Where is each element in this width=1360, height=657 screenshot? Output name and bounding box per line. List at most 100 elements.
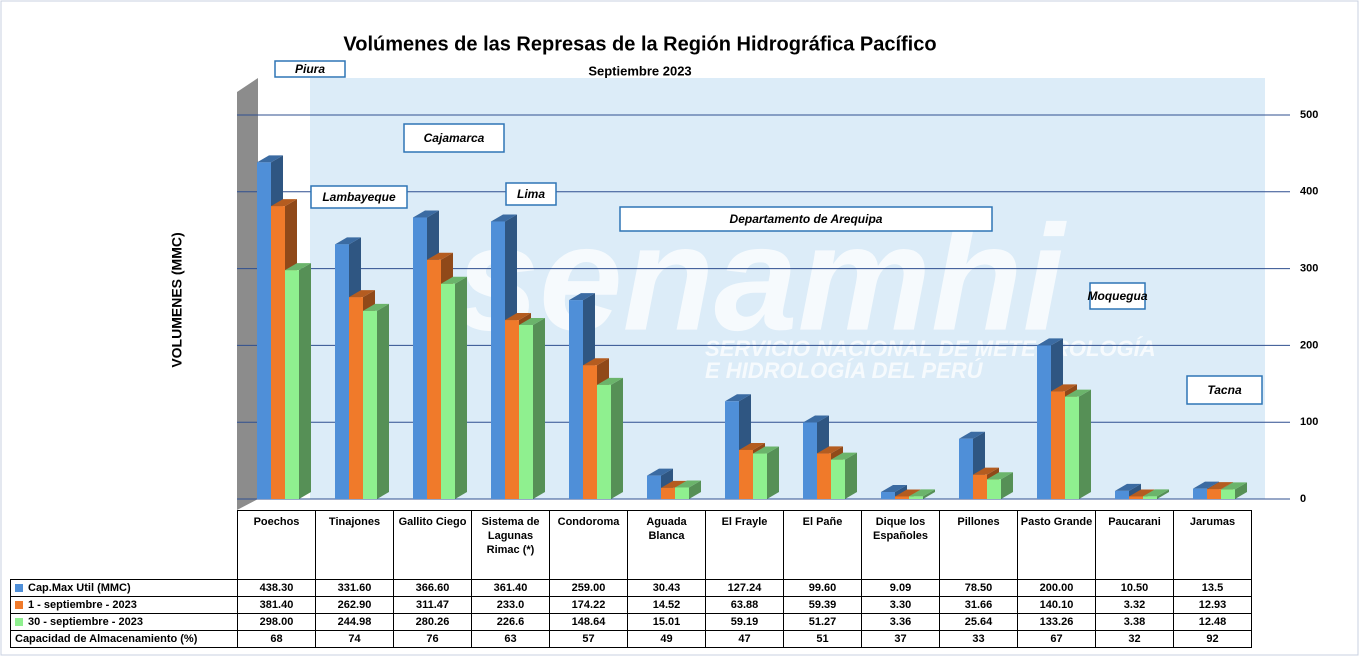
- capacity-cell: 92: [1173, 630, 1252, 648]
- header-row: Poechos Tinajones Gallito Ciego Sistema de …: [11, 510, 1252, 580]
- value-cell: 51.27: [783, 613, 862, 631]
- capacity-cell: 63: [471, 630, 550, 648]
- category-label: Condoroma: [549, 510, 628, 580]
- bar: [597, 384, 611, 499]
- bar: [661, 487, 675, 499]
- value-cell: 438.30: [237, 579, 316, 597]
- value-cell: 259.00: [549, 579, 628, 597]
- bar-side: [923, 489, 935, 499]
- blank-cell: [11, 511, 238, 580]
- value-cell: 233.0: [471, 596, 550, 614]
- legend-swatch: [15, 601, 23, 610]
- bar: [1207, 489, 1221, 499]
- bar-top: [1221, 482, 1247, 490]
- capacity-cell: 49: [627, 630, 706, 648]
- value-cell: 148.64: [549, 613, 628, 631]
- bar: [1193, 488, 1207, 499]
- value-cell: 15.01: [627, 613, 706, 631]
- legend-entry: 30 - septiembre - 2023: [10, 613, 238, 631]
- annotation-box: [1089, 282, 1146, 310]
- value-cell: 280.26: [393, 613, 472, 631]
- legend-swatch: [15, 584, 23, 593]
- annotation-box: [274, 60, 346, 78]
- bar: [647, 475, 661, 499]
- annotation: Lambayeque: [322, 190, 396, 204]
- bar-top: [413, 210, 439, 218]
- bar: [427, 259, 441, 499]
- bar: [363, 310, 377, 499]
- bar: [739, 449, 753, 499]
- bar-top: [1051, 384, 1077, 392]
- value-cell: 200.00: [1017, 579, 1096, 597]
- value-cell: 3.38: [1095, 613, 1174, 631]
- bar: [753, 453, 767, 499]
- bar-side: [1235, 482, 1247, 499]
- value-cell: 99.60: [783, 579, 862, 597]
- bar-top: [441, 276, 467, 284]
- bar-top: [803, 415, 829, 423]
- bar: [1037, 345, 1051, 499]
- bar: [1143, 496, 1157, 499]
- value-cell: 133.26: [1017, 613, 1096, 631]
- capacity-cell: 47: [705, 630, 784, 648]
- value-cell: 9.09: [861, 579, 940, 597]
- capacity-cell: 51: [783, 630, 862, 648]
- bar: [725, 401, 739, 499]
- bar-side: [767, 446, 779, 499]
- value-cell: 25.64: [939, 613, 1018, 631]
- chart-title: Volúmenes de las Represas de la Región H…: [343, 33, 936, 55]
- y-tick-label: 200: [1300, 339, 1318, 351]
- annotation-box: [403, 123, 505, 153]
- bar: [271, 206, 285, 500]
- annotation: Cajamarca: [424, 131, 485, 145]
- bar-top: [1129, 489, 1155, 497]
- bar-side: [689, 480, 701, 499]
- legend-entry: 1 - septiembre - 2023: [10, 596, 238, 614]
- bar-side: [455, 276, 467, 499]
- y-axis-title: VOLUMENES (MMC): [169, 232, 185, 367]
- category-label: Paucarani: [1095, 510, 1174, 580]
- y-tick-label: 0: [1300, 493, 1306, 505]
- bar: [285, 270, 299, 499]
- bars: [257, 155, 1247, 500]
- value-cell: 12.93: [1173, 596, 1252, 614]
- legend-label: 30 - septiembre - 2023: [28, 616, 143, 628]
- data-table: Poechos Tinajones Gallito Ciego Sistema de …: [10, 510, 1252, 648]
- bar-top: [973, 467, 999, 475]
- bar: [1129, 496, 1143, 499]
- bar: [1115, 490, 1129, 499]
- bar: [881, 492, 895, 499]
- category-label: Sistema de Lagunas Rimac (*): [471, 510, 550, 580]
- annotation-box: [310, 185, 408, 209]
- value-cell: 10.50: [1095, 579, 1174, 597]
- capacity-cell: 32: [1095, 630, 1174, 648]
- bar: [505, 320, 519, 499]
- bar: [803, 422, 817, 499]
- bar-top: [959, 431, 985, 439]
- bar-top: [1193, 481, 1219, 489]
- category-label: Dique los Españoles: [861, 510, 940, 580]
- y-tick-label: 500: [1300, 109, 1318, 121]
- watermark-text: SERVICIO NACIONAL DE METEOROLOGÍA: [705, 336, 1156, 361]
- bar-top: [909, 489, 935, 497]
- bar: [959, 438, 973, 499]
- value-cell: 3.30: [861, 596, 940, 614]
- capacity-cell: 67: [1017, 630, 1096, 648]
- bar-side: [1001, 472, 1013, 499]
- capacity-cell: 57: [549, 630, 628, 648]
- value-cell: 381.40: [237, 596, 316, 614]
- value-cell: 174.22: [549, 596, 628, 614]
- bar: [569, 300, 583, 499]
- capacity-cell: 76: [393, 630, 472, 648]
- bar-top: [817, 446, 843, 454]
- category-label: Pillones: [939, 510, 1018, 580]
- bar: [973, 474, 987, 499]
- value-cell: 3.36: [861, 613, 940, 631]
- category-label: El Frayle: [705, 510, 784, 580]
- legend-entry: Cap.Max Util (MMC): [10, 579, 238, 597]
- value-cell: 361.40: [471, 579, 550, 597]
